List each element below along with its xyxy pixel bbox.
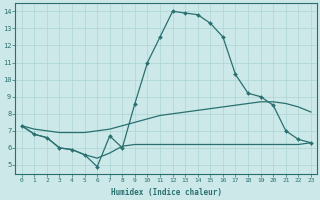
X-axis label: Humidex (Indice chaleur): Humidex (Indice chaleur) [111,188,222,197]
